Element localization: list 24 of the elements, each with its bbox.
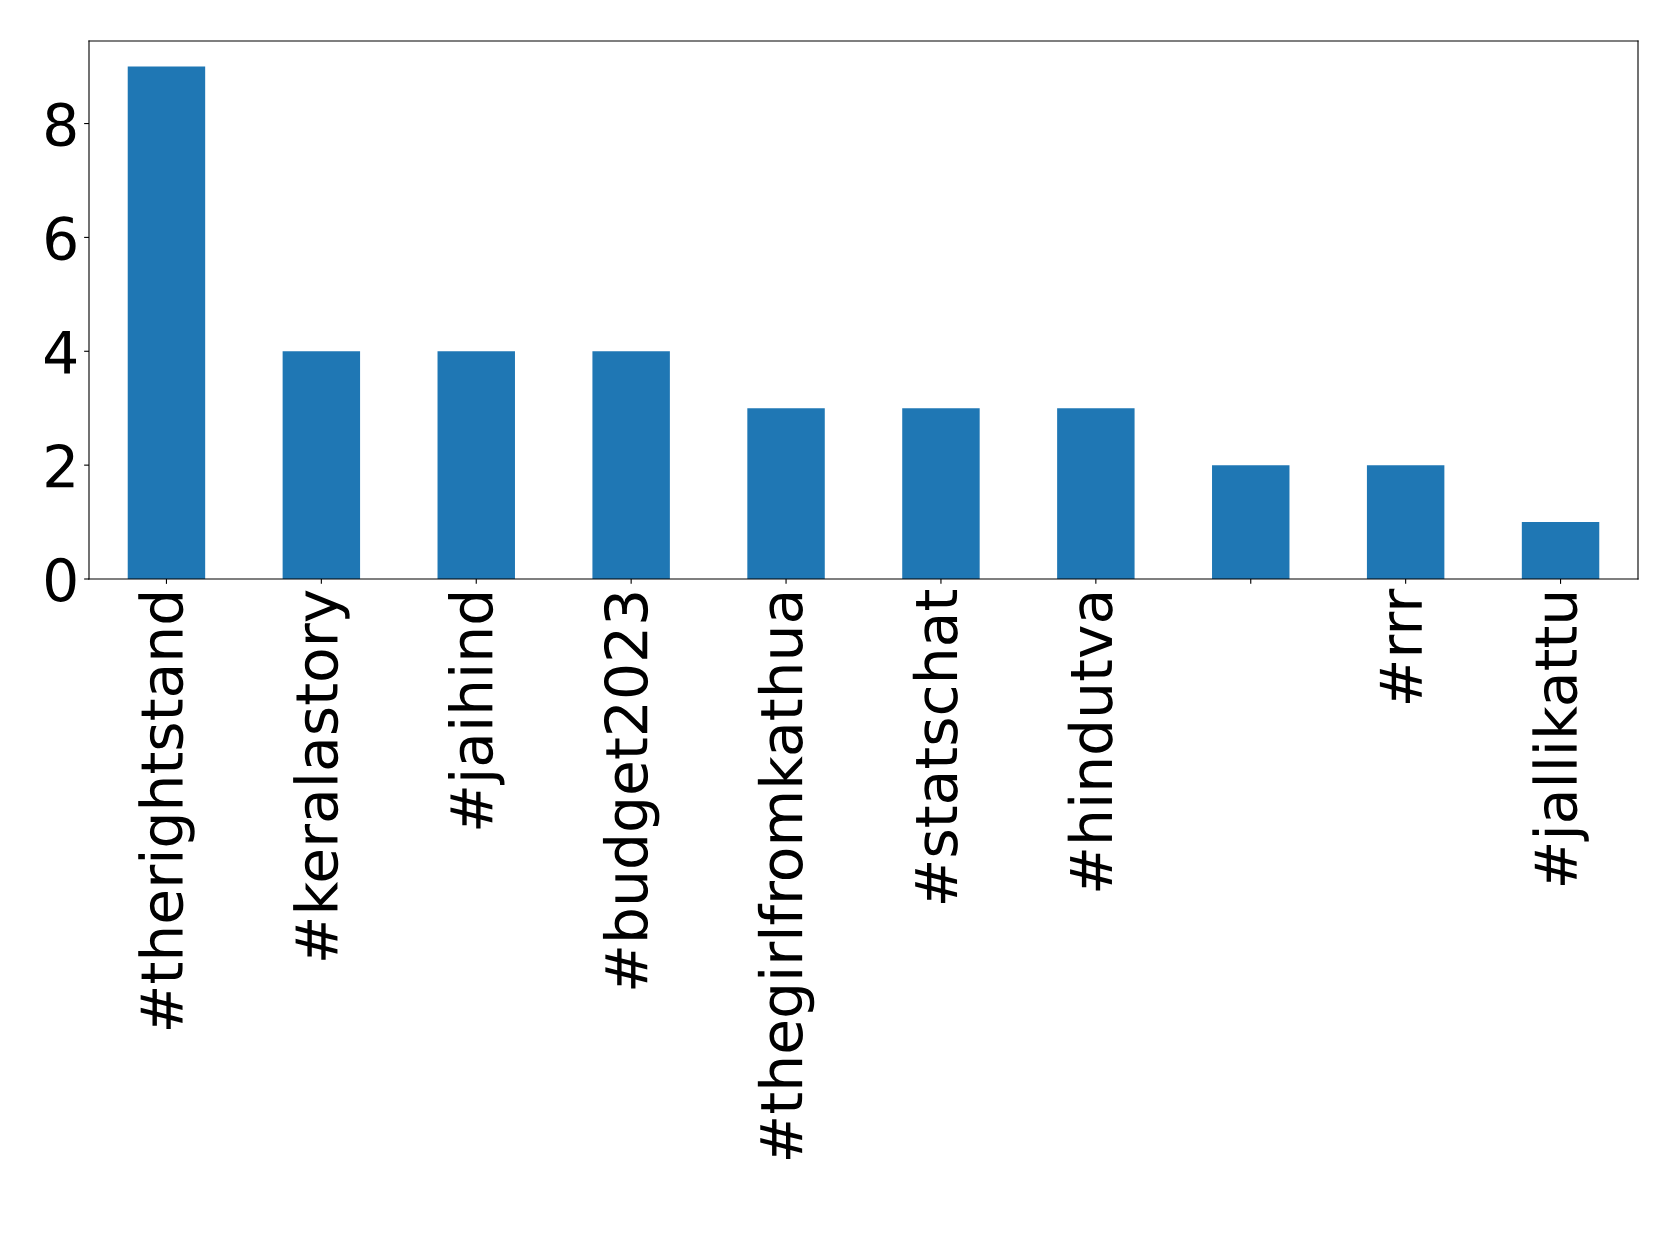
x-tick-label: #jallikattu [1532, 594, 1589, 885]
x-tick-label: #hindutva [1067, 594, 1113, 891]
bar [1366, 465, 1445, 579]
x-tick-label: #rrr [1379, 588, 1422, 703]
bar [282, 351, 361, 579]
bar [747, 408, 825, 579]
bar [902, 408, 980, 579]
x-tick-label: #therightstand [138, 594, 195, 1029]
y-tick-label: 8 [46, 102, 76, 147]
x-tick-label: #budget2023 [602, 593, 660, 989]
bar [592, 351, 670, 579]
bar [1212, 465, 1290, 579]
bar [1521, 522, 1600, 579]
bar [1057, 408, 1135, 579]
y-tick-label: 6 [46, 216, 76, 261]
x-tick-label: #thegirlfromkathua [757, 594, 815, 1160]
y-tick-label: 0 [46, 557, 76, 602]
y-tick-label: 2 [46, 444, 74, 488]
x-tick-label: #keralastory [293, 590, 350, 960]
x-tick-label: #jaihind [448, 594, 505, 829]
y-tick-label: 4 [45, 330, 77, 374]
x-tick-label: #statschat [912, 590, 958, 904]
bar [127, 66, 206, 579]
bar [437, 351, 515, 579]
